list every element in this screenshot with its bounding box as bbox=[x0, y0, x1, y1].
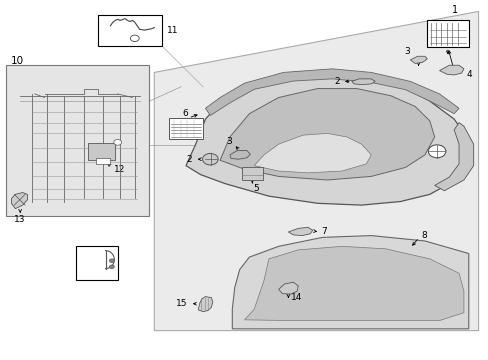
Polygon shape bbox=[434, 123, 473, 191]
Bar bbox=[88, 143, 115, 160]
Text: 8: 8 bbox=[420, 231, 426, 240]
Text: 14: 14 bbox=[291, 293, 302, 302]
Text: 4: 4 bbox=[466, 70, 471, 79]
Text: 3: 3 bbox=[226, 137, 232, 146]
Text: 7: 7 bbox=[321, 228, 326, 237]
Bar bbox=[168, 118, 203, 139]
Polygon shape bbox=[351, 79, 374, 85]
Circle shape bbox=[427, 145, 445, 158]
Polygon shape bbox=[11, 193, 27, 209]
Text: 13: 13 bbox=[15, 215, 26, 224]
Polygon shape bbox=[229, 150, 250, 159]
Circle shape bbox=[130, 35, 139, 41]
Bar bbox=[98, 15, 161, 45]
Polygon shape bbox=[154, 12, 478, 330]
Text: 9: 9 bbox=[94, 273, 100, 282]
Circle shape bbox=[109, 259, 114, 262]
Text: 2: 2 bbox=[333, 77, 339, 86]
Polygon shape bbox=[409, 56, 427, 63]
Bar bbox=[96, 158, 110, 164]
Circle shape bbox=[109, 265, 114, 269]
Bar bbox=[427, 21, 468, 47]
Polygon shape bbox=[220, 89, 434, 180]
Polygon shape bbox=[439, 65, 463, 75]
Polygon shape bbox=[232, 235, 468, 329]
Circle shape bbox=[114, 139, 122, 145]
Bar bbox=[76, 246, 118, 280]
Bar bbox=[242, 167, 262, 180]
Polygon shape bbox=[205, 69, 458, 116]
Text: 5: 5 bbox=[253, 184, 259, 193]
Text: 15: 15 bbox=[175, 299, 186, 308]
Polygon shape bbox=[198, 297, 212, 312]
Text: 10: 10 bbox=[10, 56, 23, 66]
Circle shape bbox=[202, 153, 218, 165]
Polygon shape bbox=[254, 134, 370, 173]
Polygon shape bbox=[288, 227, 312, 235]
Polygon shape bbox=[244, 246, 463, 320]
Text: 3: 3 bbox=[404, 47, 409, 56]
Polygon shape bbox=[185, 71, 468, 205]
Polygon shape bbox=[278, 282, 298, 294]
Text: 2: 2 bbox=[186, 155, 192, 164]
Bar bbox=[5, 65, 149, 216]
Text: 11: 11 bbox=[166, 26, 178, 35]
Text: 6: 6 bbox=[183, 109, 188, 118]
Text: 1: 1 bbox=[451, 5, 457, 15]
Text: 12: 12 bbox=[114, 166, 125, 175]
